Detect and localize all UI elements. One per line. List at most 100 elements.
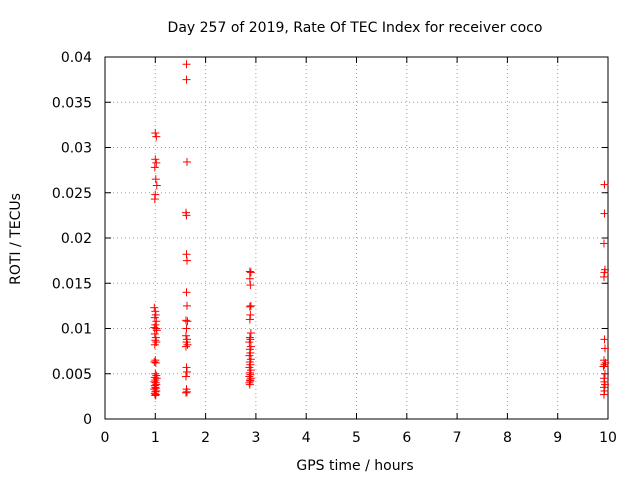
data-point <box>151 336 160 345</box>
data-point <box>600 268 609 277</box>
data-point <box>150 329 159 338</box>
data-point <box>183 317 192 326</box>
data-point <box>245 380 254 389</box>
data-point <box>182 211 191 220</box>
data-point <box>599 239 608 248</box>
data-point <box>150 389 159 398</box>
data-point <box>183 340 192 349</box>
y-tick-label: 0 <box>83 412 92 428</box>
data-point <box>600 180 609 189</box>
data-point <box>151 175 160 184</box>
y-axis-label: ROTI / TECUs <box>8 193 24 285</box>
data-point <box>245 267 254 276</box>
y-tick-label: 0.03 <box>61 141 92 157</box>
y-tick-label: 0.035 <box>52 95 92 111</box>
x-tick-label: 1 <box>151 430 160 446</box>
data-point <box>151 390 160 399</box>
data-point <box>182 157 191 166</box>
data-point <box>599 390 608 399</box>
data-point <box>150 313 159 322</box>
data-point <box>182 301 191 310</box>
x-tick-label: 8 <box>503 430 512 446</box>
x-tick-label: 10 <box>599 430 617 446</box>
x-tick-label: 9 <box>553 430 562 446</box>
data-point <box>150 340 159 349</box>
data-point <box>152 317 161 326</box>
data-point <box>182 75 191 84</box>
x-tick-label: 4 <box>302 430 311 446</box>
chart-title: Day 257 of 2019, Rate Of TEC Index for r… <box>168 20 543 36</box>
x-tick-label: 2 <box>201 430 210 446</box>
x-tick-label: 6 <box>402 430 411 446</box>
y-tick-label: 0.01 <box>61 322 92 338</box>
data-point <box>245 274 254 283</box>
data-point <box>182 363 191 372</box>
data-point <box>245 345 254 354</box>
data-point <box>151 391 160 400</box>
data-point <box>152 326 161 335</box>
data-point <box>152 324 161 333</box>
data-point <box>182 324 191 333</box>
data-point <box>245 302 254 311</box>
data-point <box>601 358 610 367</box>
data-point <box>152 158 161 167</box>
data-point <box>151 358 160 367</box>
data-point <box>245 351 254 360</box>
data-point <box>181 372 190 381</box>
y-tick-label: 0.015 <box>52 276 92 292</box>
data-point <box>600 335 609 344</box>
data-point <box>182 387 191 396</box>
data-point <box>599 374 608 383</box>
data-point <box>246 281 255 290</box>
y-tick-label: 0.025 <box>52 186 92 202</box>
data-point <box>151 190 160 199</box>
data-points <box>150 60 610 400</box>
data-point <box>245 378 254 387</box>
data-point <box>600 369 609 378</box>
data-point <box>599 272 608 281</box>
data-point <box>181 388 190 397</box>
data-point <box>245 368 254 377</box>
axis-ticks: 0 1 2 3 4 5 6 7 8 9 10 0 0.005 0.01 0.015 0.02 0.025 0.03… <box>52 50 617 446</box>
x-tick-label: 7 <box>453 430 462 446</box>
data-point <box>181 316 190 325</box>
data-point <box>151 129 160 138</box>
data-point <box>246 310 255 319</box>
data-point <box>150 195 159 204</box>
data-point <box>150 163 159 172</box>
data-point <box>246 268 255 277</box>
data-point <box>246 301 255 310</box>
data-point <box>245 338 254 347</box>
data-point <box>152 132 161 141</box>
data-point <box>181 331 190 340</box>
data-point <box>246 329 255 338</box>
data-point <box>182 60 191 69</box>
x-axis-label: GPS time / hours <box>296 458 413 474</box>
data-point <box>182 288 191 297</box>
grid-lines <box>105 57 608 419</box>
data-point <box>245 315 254 324</box>
data-point <box>182 367 191 376</box>
data-point <box>182 256 191 265</box>
data-point <box>245 333 254 342</box>
data-point <box>150 303 159 312</box>
data-point <box>181 342 190 351</box>
x-tick-label: 5 <box>352 430 361 446</box>
data-point <box>599 362 608 371</box>
y-tick-label: 0.04 <box>61 50 92 66</box>
data-point <box>150 357 159 366</box>
data-point <box>152 181 161 190</box>
data-point <box>182 250 191 259</box>
data-point <box>600 386 609 395</box>
data-point <box>151 155 160 164</box>
data-point <box>600 209 609 218</box>
x-tick-label: 3 <box>251 430 260 446</box>
x-tick-label: 0 <box>101 430 110 446</box>
data-point <box>246 376 255 385</box>
y-tick-label: 0.02 <box>61 231 92 247</box>
data-point <box>599 383 608 392</box>
data-point <box>600 344 609 353</box>
y-tick-label: 0.005 <box>52 367 92 383</box>
data-point <box>600 360 609 369</box>
